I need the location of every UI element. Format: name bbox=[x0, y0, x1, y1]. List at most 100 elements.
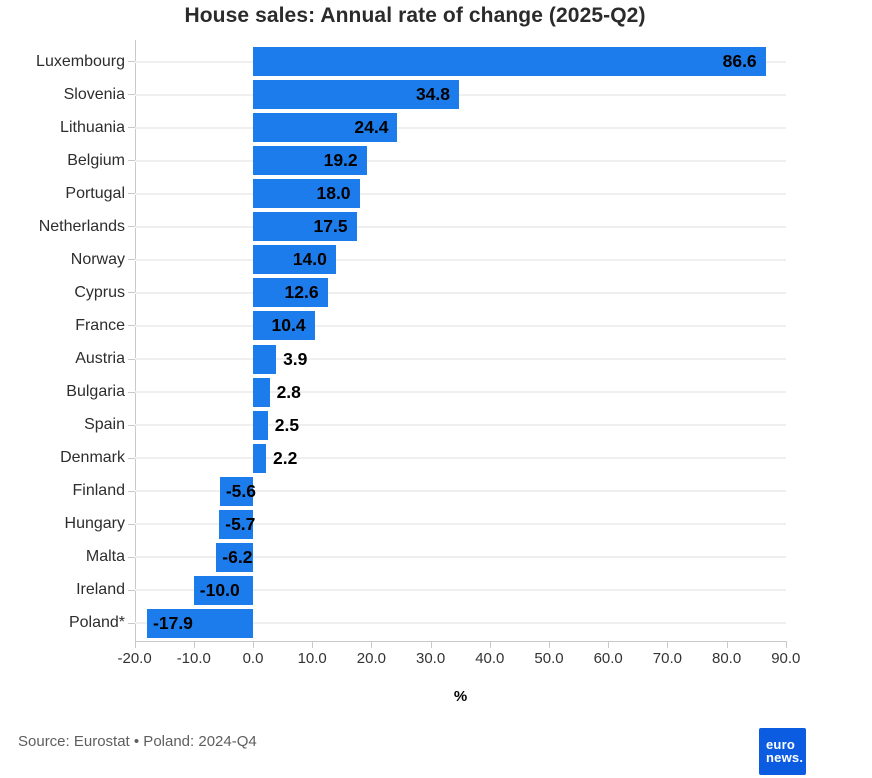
x-tick bbox=[608, 642, 610, 648]
x-tick bbox=[253, 642, 254, 648]
bar-value-label: -5.7 bbox=[225, 513, 256, 534]
bar bbox=[253, 410, 268, 440]
bar bbox=[219, 509, 253, 539]
bar-value-label: -17.9 bbox=[153, 612, 193, 633]
category-label: Finland bbox=[72, 482, 125, 500]
y-tick bbox=[128, 226, 135, 228]
gridline bbox=[135, 258, 786, 261]
category-label: Spain bbox=[84, 416, 125, 434]
x-tick bbox=[489, 642, 491, 648]
x-tick bbox=[371, 642, 373, 648]
bar-value-label: -10.0 bbox=[199, 579, 240, 600]
x-tick bbox=[549, 642, 550, 648]
bar bbox=[253, 212, 357, 242]
x-tick-label: 20.0 bbox=[356, 650, 386, 667]
x-tick bbox=[785, 642, 787, 648]
bar bbox=[253, 278, 328, 308]
gridline bbox=[135, 192, 786, 195]
y-tick bbox=[128, 94, 135, 96]
gridline bbox=[135, 391, 786, 394]
category-label: Norway bbox=[70, 250, 125, 268]
bar bbox=[253, 311, 315, 341]
bar-value-label: 2.5 bbox=[274, 414, 300, 435]
x-tick-label: 70.0 bbox=[652, 650, 682, 667]
x-tick bbox=[430, 642, 432, 648]
bar-value-label: 19.2 bbox=[323, 150, 358, 171]
x-tick bbox=[667, 642, 669, 648]
x-tick-label: 80.0 bbox=[711, 650, 742, 667]
gridline bbox=[135, 424, 786, 427]
chart-title: House sales: Annual rate of change (2025… bbox=[184, 4, 646, 27]
bar bbox=[253, 443, 267, 473]
logo-line1: euro bbox=[766, 737, 795, 752]
y-tick bbox=[128, 127, 135, 129]
y-tick bbox=[128, 358, 135, 360]
gridline bbox=[135, 622, 786, 625]
bar-value-label: 14.0 bbox=[292, 249, 327, 270]
category-label: Denmark bbox=[60, 449, 125, 467]
x-tick-label: 10.0 bbox=[297, 650, 327, 667]
y-axis-line bbox=[135, 40, 136, 641]
gridline bbox=[135, 358, 786, 361]
category-label: Hungary bbox=[64, 515, 125, 533]
x-axis-title: % bbox=[453, 688, 468, 705]
gridline bbox=[135, 93, 786, 96]
source-text: Source: Eurostat • Poland: 2024-Q4 bbox=[18, 733, 257, 750]
gridline bbox=[135, 457, 786, 460]
bar bbox=[253, 179, 360, 209]
gridline bbox=[135, 589, 786, 592]
bar-value-label: 2.8 bbox=[276, 381, 301, 402]
bar-value-label: 10.4 bbox=[271, 315, 306, 336]
x-tick-label: 0.0 bbox=[242, 650, 264, 667]
x-axis-line bbox=[135, 641, 787, 642]
x-tick-label: 30.0 bbox=[415, 650, 446, 667]
gridline bbox=[135, 159, 786, 162]
gridline bbox=[135, 225, 786, 228]
x-tick bbox=[134, 642, 136, 648]
category-label: Ireland bbox=[76, 581, 125, 599]
y-tick bbox=[128, 391, 135, 393]
bar bbox=[253, 146, 367, 176]
x-tick bbox=[312, 642, 314, 648]
x-tick-label: 40.0 bbox=[475, 650, 505, 667]
bar bbox=[253, 377, 270, 407]
bar-value-label: 24.4 bbox=[354, 117, 389, 138]
euronews-logo[interactable]: euro news. bbox=[759, 728, 806, 775]
bar-value-label: 34.8 bbox=[415, 84, 451, 105]
bar-value-label: 18.0 bbox=[316, 183, 351, 204]
gridline bbox=[135, 523, 786, 526]
category-label: Belgium bbox=[67, 151, 125, 169]
gridline bbox=[135, 291, 786, 294]
bar bbox=[253, 245, 336, 275]
category-label: Netherlands bbox=[38, 217, 125, 235]
bar bbox=[253, 344, 277, 374]
y-tick bbox=[128, 61, 135, 63]
y-tick bbox=[128, 490, 135, 492]
bar bbox=[147, 608, 253, 638]
x-tick-label: 50.0 bbox=[534, 650, 564, 667]
x-tick-label: 90.0 bbox=[771, 650, 801, 667]
y-tick bbox=[128, 589, 135, 591]
category-label: Bulgaria bbox=[66, 383, 125, 401]
y-tick bbox=[128, 292, 135, 294]
category-label: Austria bbox=[75, 350, 125, 368]
y-tick bbox=[128, 556, 135, 558]
x-tick bbox=[193, 642, 195, 648]
y-tick bbox=[128, 424, 135, 426]
bar bbox=[216, 542, 253, 572]
bar-value-label: 2.2 bbox=[273, 447, 298, 468]
bar bbox=[219, 476, 253, 506]
bar-value-label: 12.6 bbox=[284, 282, 319, 303]
y-tick bbox=[128, 259, 135, 261]
gridline bbox=[135, 556, 786, 559]
bar bbox=[253, 47, 766, 77]
x-tick-label: -10.0 bbox=[176, 650, 211, 667]
category-label: France bbox=[75, 316, 125, 334]
y-tick bbox=[128, 160, 135, 162]
bar bbox=[193, 575, 253, 605]
y-tick bbox=[128, 193, 135, 195]
category-label: Portugal bbox=[65, 184, 125, 202]
bar-value-label: 86.6 bbox=[722, 51, 757, 72]
logo-line2: news. bbox=[766, 749, 804, 765]
plot-area: Luxembourg 86.6 Slovenia 34.8 Lithuania 24.4 B… bbox=[36, 40, 801, 667]
